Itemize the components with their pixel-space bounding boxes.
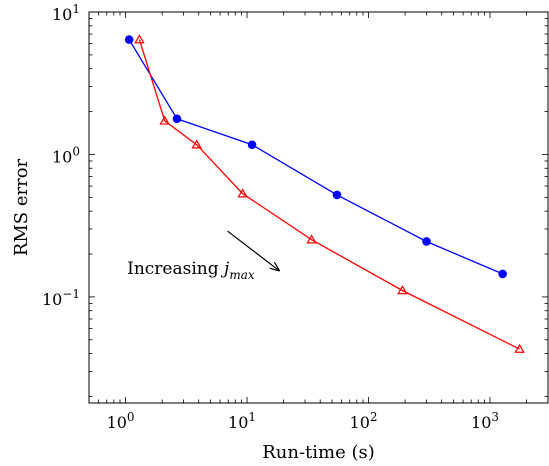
annotation-arrow [227, 230, 278, 270]
series-2-point [134, 34, 145, 44]
series-2-point [191, 139, 202, 149]
y-axis-label: RMS error [11, 158, 32, 256]
x-tick-label: 100 [107, 410, 135, 432]
annotation-text: Increasing jmax [127, 259, 255, 282]
series-1-point [422, 237, 431, 246]
series-2-point [397, 285, 408, 295]
series-1-point [332, 190, 342, 200]
series-1-point [247, 140, 257, 150]
x-tick-label: 102 [350, 410, 378, 432]
series-2-point [514, 343, 525, 353]
series-1-point [172, 114, 182, 124]
annotation-layer: Increasing jmax [127, 230, 278, 282]
series-2-point [306, 234, 317, 244]
series-1-point [498, 269, 507, 279]
series-2-point [159, 115, 170, 125]
x-tick-label: 103 [471, 410, 499, 432]
series-1-line [128, 39, 503, 275]
x-tick-label: 101 [228, 410, 256, 432]
y-tick-label: 10−1 [42, 287, 80, 309]
y-tick-label: 101 [52, 2, 80, 24]
tick-labels: 100 101 102 103 10−1 100 101 [42, 2, 499, 432]
series-2-line [138, 39, 520, 350]
x-axis-label: Run-time (s) [262, 442, 375, 463]
series-1-point [124, 35, 134, 44]
plot-frame [88, 11, 549, 404]
series-2-point [237, 188, 248, 198]
y-tick-label: 100 [52, 144, 80, 166]
series-layer [124, 34, 525, 353]
ticks [88, 11, 549, 403]
